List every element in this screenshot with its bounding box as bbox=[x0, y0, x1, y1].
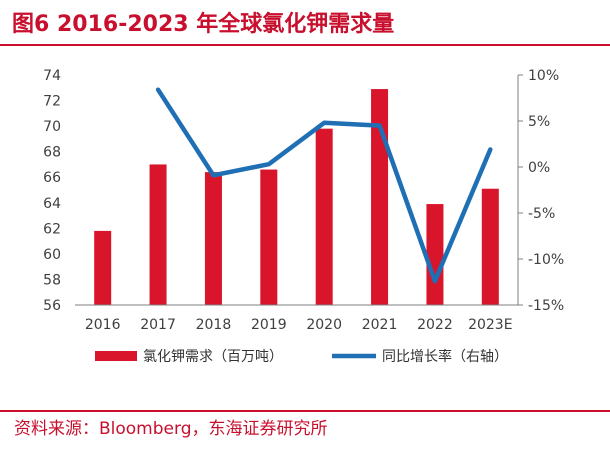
bar-2023E bbox=[481, 188, 499, 305]
left-tick-label: 66 bbox=[43, 170, 61, 186]
x-tick-label: 2021 bbox=[362, 317, 398, 333]
bar-2017 bbox=[149, 164, 167, 305]
x-tick-label: 2020 bbox=[306, 317, 342, 333]
bar-2016 bbox=[94, 230, 112, 305]
legend-bar-label: 氯化钾需求（百万吨） bbox=[143, 349, 283, 365]
legend-line-label: 同比增长率（右轴） bbox=[382, 348, 508, 365]
left-tick-label: 58 bbox=[43, 272, 61, 288]
right-tick-label: 0% bbox=[528, 160, 550, 176]
right-tick-label: 10% bbox=[528, 68, 559, 84]
right-tick-label: 5% bbox=[528, 114, 550, 130]
source-note: 资料来源：Bloomberg，东海证券研究所 bbox=[14, 419, 328, 439]
bar-2022 bbox=[426, 204, 444, 305]
legend-bar-swatch bbox=[95, 351, 137, 361]
bar-2021 bbox=[371, 89, 389, 305]
source-divider bbox=[0, 410, 610, 412]
x-axis-ticks: 2016 2017 2018 2019 2020 2021 2022 2023E bbox=[85, 317, 513, 333]
left-axis-ticks: 56 58 60 62 64 66 68 70 72 74 bbox=[43, 68, 61, 314]
left-tick-label: 74 bbox=[43, 68, 61, 84]
x-tick-label: 2017 bbox=[140, 317, 176, 333]
x-tick-label: 2019 bbox=[251, 317, 287, 333]
left-tick-label: 70 bbox=[43, 119, 61, 135]
left-tick-label: 72 bbox=[43, 94, 61, 110]
bar-2020 bbox=[315, 128, 333, 305]
right-axis-ticks: -15% -10% -5% 0% 5% 10% bbox=[518, 68, 564, 314]
chart-title: 图6 2016-2023 年全球氯化钾需求量 bbox=[12, 12, 395, 37]
line-series bbox=[155, 87, 493, 284]
title-divider bbox=[0, 44, 610, 46]
bar-series bbox=[94, 89, 499, 305]
x-tick-label: 2018 bbox=[196, 317, 232, 333]
bar-2019 bbox=[260, 169, 278, 305]
left-tick-label: 64 bbox=[43, 196, 61, 212]
right-tick-label: -10% bbox=[528, 252, 564, 268]
x-tick-label: 2016 bbox=[85, 317, 121, 333]
legend: 氯化钾需求（百万吨） 同比增长率（右轴） bbox=[95, 348, 508, 365]
left-tick-label: 60 bbox=[43, 247, 61, 263]
left-tick-label: 56 bbox=[43, 298, 61, 314]
left-tick-label: 68 bbox=[43, 145, 61, 161]
x-tick-label: 2023E bbox=[468, 317, 512, 333]
left-tick-label: 62 bbox=[43, 221, 61, 237]
right-tick-label: -15% bbox=[528, 298, 564, 314]
bar-2018 bbox=[204, 172, 222, 305]
right-tick-label: -5% bbox=[528, 206, 555, 222]
x-tick-label: 2022 bbox=[417, 317, 453, 333]
axes bbox=[75, 75, 519, 306]
